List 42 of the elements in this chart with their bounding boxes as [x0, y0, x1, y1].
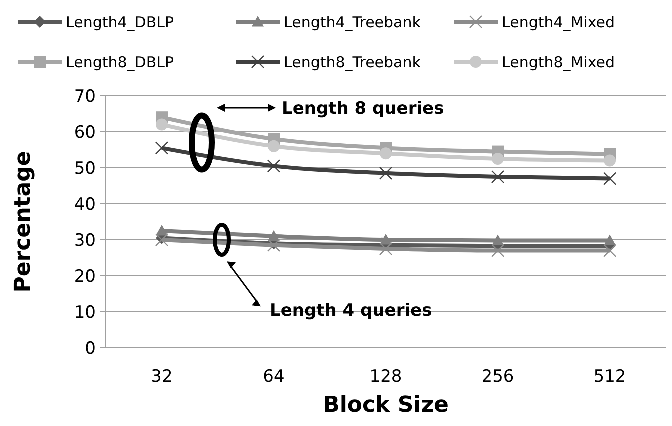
x-axis-title: Block Size	[323, 393, 449, 418]
annotation: Length 4 queries	[270, 301, 432, 322]
point	[603, 244, 617, 258]
legend-label: Length4_Mixed	[502, 13, 616, 32]
point	[156, 118, 168, 131]
y-tick-label: 50	[74, 158, 96, 179]
y-tick-label: 20	[74, 266, 96, 287]
point	[492, 234, 504, 246]
y-axis-title: Percentage	[11, 151, 36, 293]
y-tick-label: 0	[85, 338, 96, 359]
y-tick-label: 60	[74, 122, 96, 143]
point	[155, 233, 169, 247]
x-tick-label: 128	[370, 367, 402, 387]
y-tick-label: 70	[74, 86, 96, 107]
legend-label: Length4_DBLP	[66, 13, 174, 32]
legend-label: Length8_Treebank	[284, 53, 422, 72]
annotation: Length 8 queries	[282, 98, 444, 119]
point	[268, 230, 280, 242]
point	[604, 154, 616, 167]
point	[155, 142, 169, 155]
point	[604, 234, 616, 246]
point	[379, 242, 393, 256]
x-tick-label: 512	[594, 367, 626, 387]
legend-label: Length8_Mixed	[502, 53, 616, 72]
point	[267, 160, 281, 173]
x-tick-label: 64	[263, 367, 285, 387]
y-tick-label: 40	[74, 194, 96, 215]
point	[380, 234, 392, 245]
legend-label: Length8_DBLP	[66, 53, 174, 72]
point	[603, 172, 617, 186]
point	[268, 140, 280, 152]
point	[491, 244, 505, 258]
y-tick-label: 10	[74, 302, 96, 323]
point	[156, 225, 168, 236]
y-tick-label: 30	[74, 230, 96, 251]
point	[379, 166, 393, 180]
x-tick-label: 32	[151, 367, 173, 387]
legend-label: Length4_Treebank	[284, 13, 422, 32]
point	[492, 153, 504, 165]
point	[491, 170, 505, 184]
point	[380, 148, 392, 160]
x-tick-label: 256	[482, 367, 514, 387]
